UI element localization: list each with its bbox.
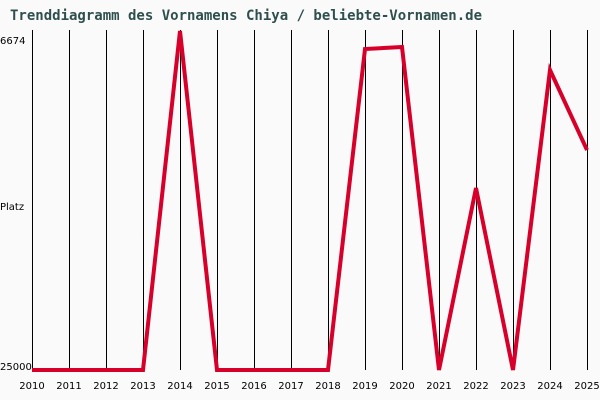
x-tick-label-2010: 2010 xyxy=(19,381,45,392)
x-tick-label-2018: 2018 xyxy=(315,381,341,392)
x-tick-label-2015: 2015 xyxy=(204,381,230,392)
series-line-chiya xyxy=(32,30,589,372)
x-tick-label-2025: 2025 xyxy=(574,381,600,392)
x-tick-label-2019: 2019 xyxy=(352,381,378,392)
y-axis-title: Platz xyxy=(0,202,25,213)
x-tick-label-2017: 2017 xyxy=(278,381,304,392)
x-tick-label-2013: 2013 xyxy=(130,381,156,392)
y-axis-top-label: 6674 xyxy=(0,36,26,47)
chart-title: Trenddiagramm des Vornamens Chiya / beli… xyxy=(10,8,483,24)
x-tick-label-2021: 2021 xyxy=(426,381,452,392)
x-tick-label-2016: 2016 xyxy=(241,381,267,392)
x-tick-label-2020: 2020 xyxy=(389,381,415,392)
x-tick-label-2014: 2014 xyxy=(167,381,193,392)
x-tick-label-2022: 2022 xyxy=(463,381,489,392)
x-tick-label-2024: 2024 xyxy=(537,381,563,392)
x-tick-label-2023: 2023 xyxy=(500,381,526,392)
y-axis-bottom-label: 25000 xyxy=(0,362,32,373)
x-tick-label-2012: 2012 xyxy=(93,381,119,392)
x-tick-label-2011: 2011 xyxy=(56,381,82,392)
